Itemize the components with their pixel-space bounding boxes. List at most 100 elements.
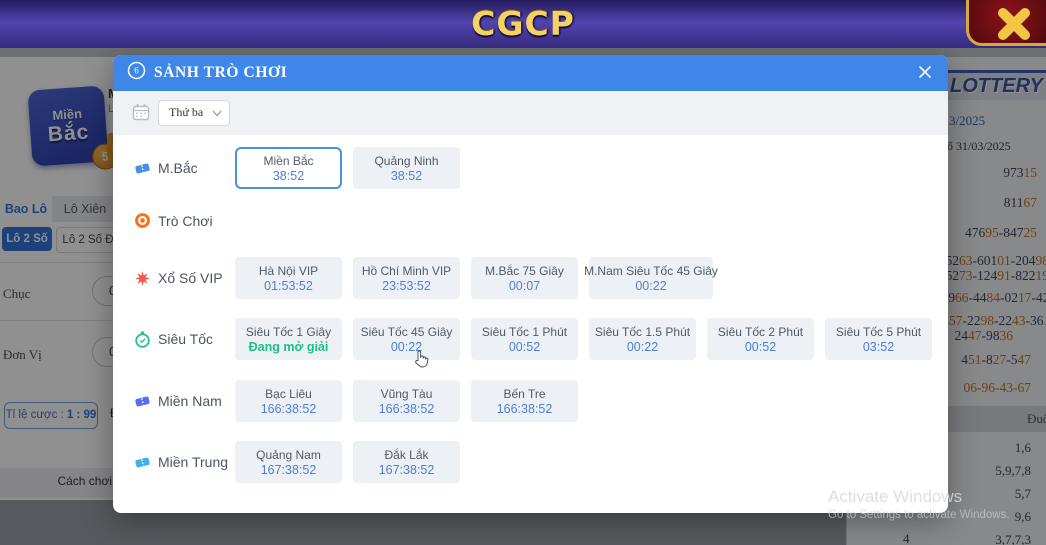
bet-tab[interactable]: Bao Lô: [0, 196, 52, 222]
result-number-line: 451-827-547: [961, 352, 1031, 368]
tail-row-value: 1,6: [1014, 440, 1031, 455]
tail-row-value: 5,9,7,8: [995, 463, 1031, 478]
modal-close-button[interactable]: [916, 63, 934, 84]
game-name: Bến Tre: [503, 386, 546, 401]
modal-title: SẢNH TRÒ CHƠI: [154, 64, 288, 81]
game-button[interactable]: Siêu Tốc 45 Giây 00:22: [353, 318, 460, 360]
game-timer: 00:22: [626, 339, 659, 354]
game-name: Miền Bắc: [263, 153, 314, 168]
result-digits-accent: 43: [1012, 313, 1026, 328]
game-button[interactable]: Quảng Ninh 38:52: [353, 147, 460, 189]
game-timer: 01:53:52: [264, 278, 313, 293]
result-digits-accent: 63: [959, 253, 973, 268]
game-name: Siêu Tốc 1.5 Phút: [594, 324, 691, 339]
weekday-select[interactable]: Thứ ba: [158, 100, 230, 126]
result-number-line: 97315: [1003, 165, 1037, 181]
category-label-group: Xổ Số VIP: [134, 257, 235, 299]
game-timer: 03:52: [862, 339, 895, 354]
result-digits: -36: [1025, 313, 1044, 328]
result-digits: 476: [965, 225, 986, 240]
game-button-group: Siêu Tốc 1 Giây Đang mở giải Siêu Tốc 45 G…: [235, 318, 932, 360]
brand-logo: CGCP: [471, 4, 575, 43]
lobby-category-row: M.Bắc Miền Bắc 38:52 Quảng Ninh 38:52: [134, 147, 460, 189]
result-digits: -847: [998, 225, 1024, 240]
game-button[interactable]: Hồ Chí Minh VIP 23:53:52: [353, 257, 460, 299]
result-digits: -204: [1010, 253, 1036, 268]
game-button[interactable]: Siêu Tốc 5 Phút 03:52: [825, 318, 932, 360]
result-digits-accent: 51: [968, 352, 982, 367]
result-digits-accent: 67: [1023, 195, 1038, 210]
bet-subtab[interactable]: Lô 2 Số Đ: [56, 227, 120, 253]
game-name: Hà Nội VIP: [258, 263, 319, 278]
game-button[interactable]: Siêu Tốc 1 Phút 00:52: [471, 318, 578, 360]
result-digits: 973: [1003, 165, 1024, 180]
result-date: 3/2025: [949, 113, 986, 128]
result-digits: -22: [962, 313, 981, 328]
game-name: Bạc Liêu: [265, 386, 312, 401]
star-red-icon: [134, 270, 151, 287]
game-button-group: Miền Bắc 38:52 Quảng Ninh 38:52: [235, 147, 460, 189]
game-button[interactable]: Bạc Liêu 166:38:52: [235, 380, 342, 422]
page-top-strip: [0, 48, 1046, 57]
result-digits: -5: [1006, 352, 1018, 367]
result-digits-accent: 18: [1044, 313, 1046, 328]
result-digits: -44: [968, 290, 987, 305]
category-label: M.Bắc: [158, 160, 198, 176]
result-digits-accent: 15: [1023, 165, 1038, 180]
game-button[interactable]: Siêu Tốc 1.5 Phút 00:22: [589, 318, 696, 360]
tail-row-value: 3,7,7,3: [995, 532, 1031, 545]
game-button[interactable]: Miền Bắc 38:52: [235, 147, 342, 189]
game-timer: 00:22: [390, 339, 423, 354]
game-button-group: Bạc Liêu 166:38:52 Vũng Tàu 166:38:52 Bến Tr…: [235, 380, 578, 422]
result-digits: -601: [972, 253, 998, 268]
category-label: Miền Nam: [158, 393, 222, 409]
game-button[interactable]: Quảng Nam 167:38:52: [235, 441, 342, 483]
how-to-play-label: Cách chơi: [57, 474, 112, 488]
lobby-category-row: Miền Nam Bạc Liêu 166:38:52 Vũng Tàu 166:38:…: [134, 380, 578, 422]
game-name: Vũng Tàu: [380, 386, 433, 401]
calendar-icon: [132, 103, 150, 126]
game-button[interactable]: Vũng Tàu 166:38:52: [353, 380, 460, 422]
result-number-line: 47695-84725: [965, 225, 1037, 241]
category-label: Trò Chơi: [158, 212, 213, 229]
category-label-group: Miền Nam: [134, 380, 235, 422]
bet-tab[interactable]: Lô Xiên: [63, 202, 107, 216]
game-name: Quảng Ninh: [374, 153, 439, 168]
result-digits-accent: 47: [968, 328, 982, 343]
result-digits-accent: 01: [997, 253, 1011, 268]
game-button[interactable]: Siêu Tốc 1 Giây Đang mở giải: [235, 318, 342, 360]
result-digits: 4: [961, 352, 968, 367]
result-digits: -02: [1000, 290, 1018, 305]
result-number-line: 06-96-43-67: [964, 380, 1032, 396]
game-button[interactable]: M.Bắc 75 Giây 00:07: [471, 257, 578, 299]
mouse-cursor-icon: [413, 350, 430, 377]
result-digits: -8: [981, 352, 993, 367]
bet-subtab[interactable]: Lô 2 Số: [2, 227, 52, 251]
category-label: Siêu Tốc: [158, 331, 213, 347]
tail-row-value: 5,7: [1014, 486, 1031, 501]
game-timer: 23:53:52: [382, 278, 431, 293]
close-icon: [918, 65, 932, 82]
category-label-group: Miền Trung: [134, 441, 235, 483]
game-button[interactable]: Siêu Tốc 2 Phút 00:52: [707, 318, 814, 360]
game-button[interactable]: Đắk Lắk 167:38:52: [353, 441, 460, 483]
game-button[interactable]: Hà Nội VIP 01:53:52: [235, 257, 342, 299]
game-name: Siêu Tốc 2 Phút: [717, 324, 804, 339]
category-label-group: Trò Chơi: [134, 212, 235, 229]
game-timer: 167:38:52: [260, 462, 317, 477]
result-digits: -124: [972, 268, 998, 283]
game-name: Siêu Tốc 1 Phút: [481, 324, 568, 339]
game-button[interactable]: M.Nam Siêu Tốc 45 Giây 00:22: [584, 257, 718, 299]
game-button[interactable]: Bến Tre 166:38:52: [471, 380, 578, 422]
result-digits-accent: 27: [992, 352, 1007, 367]
result-digits-accent: 73: [959, 268, 973, 283]
game-timer: 00:52: [744, 339, 777, 354]
game-button-group: Quảng Nam 167:38:52 Đắk Lắk 167:38:52: [235, 441, 460, 483]
result-digits-accent: 98: [980, 313, 995, 328]
result-digits: 811: [1003, 195, 1024, 210]
window-close-button[interactable]: [966, 0, 1046, 46]
result-digits-accent: 36: [999, 328, 1014, 343]
result-digits-accent: 95: [985, 225, 999, 240]
result-digits-accent: 47: [1017, 352, 1032, 367]
